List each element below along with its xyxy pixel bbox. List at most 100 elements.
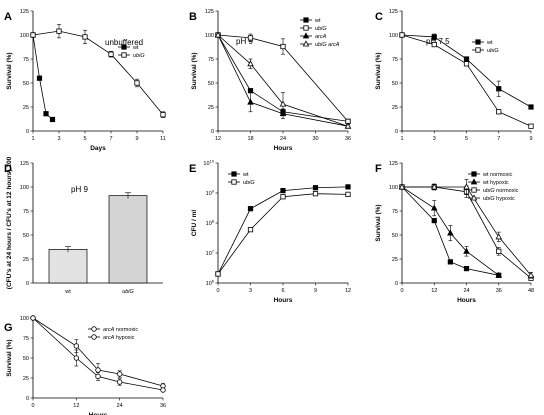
y-axis-title: Survival (%) bbox=[375, 204, 382, 241]
data-point bbox=[527, 271, 535, 278]
y-tick-label: 125 bbox=[389, 161, 398, 167]
legend-label: wt bbox=[486, 40, 493, 46]
legend-marker bbox=[91, 334, 97, 340]
y-tick-label: 0 bbox=[26, 281, 29, 287]
y-tick-label: 25 bbox=[208, 105, 214, 111]
data-point bbox=[49, 116, 56, 123]
panel-g: G 0 25 50 75 100 0 12 24 36 Hours Survival (%) arcA … bbox=[4, 315, 166, 415]
data-point bbox=[344, 122, 352, 129]
series-line bbox=[217, 34, 349, 127]
legend-marker bbox=[303, 25, 309, 31]
y-tick-label: 50 bbox=[392, 81, 398, 87]
data-point bbox=[108, 51, 114, 57]
bar-wt bbox=[48, 249, 88, 284]
y-tick-label: 100 bbox=[20, 185, 29, 191]
legend-label: wt hypoxic bbox=[482, 180, 509, 186]
legend-marker bbox=[475, 47, 481, 53]
panel-annotation: unbuffered bbox=[105, 38, 143, 47]
panel-label: G bbox=[4, 322, 13, 334]
series-wt bbox=[399, 32, 534, 110]
data-point bbox=[247, 227, 254, 233]
data-point bbox=[280, 188, 286, 194]
x-tick-label: 9 bbox=[314, 288, 317, 294]
y-axis-title: (CFU's at 24 hours / CFU's at 12 hours) … bbox=[6, 156, 13, 289]
data-point bbox=[214, 31, 222, 38]
data-point bbox=[431, 34, 437, 40]
data-point bbox=[247, 98, 254, 105]
x-tick-label: 12 bbox=[73, 403, 79, 409]
panel-f: F 0 25 50 75 100 125 0 12 24 36 48 Hours Survival (%)… bbox=[375, 161, 535, 304]
y-tick-label: 100 bbox=[20, 33, 29, 39]
x-tick-label: 36 bbox=[496, 288, 502, 294]
legend-marker bbox=[121, 44, 127, 50]
legend-label: ubiG bbox=[133, 53, 145, 59]
x-tick-label: 12 bbox=[215, 136, 221, 142]
series-ubig bbox=[30, 24, 166, 118]
legend-marker bbox=[303, 17, 309, 23]
x-tick-label: 48 bbox=[528, 288, 534, 294]
data-point bbox=[160, 387, 166, 393]
legend-marker bbox=[91, 326, 97, 332]
y-tick-label: 100 bbox=[389, 185, 398, 191]
series-ubig bbox=[215, 191, 351, 277]
series-line bbox=[32, 30, 164, 115]
data-point bbox=[463, 56, 470, 62]
data-point bbox=[463, 265, 470, 272]
y-tick-label: 1010 bbox=[203, 159, 214, 168]
y-tick-label: 100 bbox=[389, 33, 398, 39]
y-tick-label: 75 bbox=[23, 336, 29, 342]
x-tick-label: 36 bbox=[345, 136, 351, 142]
x-tick-label: 36 bbox=[160, 403, 166, 409]
y-tick-label: 106 bbox=[206, 279, 215, 288]
legend-label: wt bbox=[242, 172, 249, 178]
y-tick-label: 0 bbox=[26, 129, 29, 135]
x-tick-label: 24 bbox=[280, 136, 286, 142]
data-point bbox=[116, 379, 123, 385]
legend-label: ubiG bbox=[487, 48, 499, 54]
data-point bbox=[95, 367, 101, 373]
x-tick-label: 1 bbox=[31, 136, 34, 142]
data-point bbox=[116, 371, 123, 377]
x-tick-label: 5 bbox=[83, 136, 86, 142]
data-point bbox=[399, 32, 405, 38]
data-point bbox=[496, 248, 502, 254]
legend-marker bbox=[302, 32, 310, 39]
panel-label: B bbox=[189, 11, 197, 23]
x-axis-title: Hours bbox=[274, 145, 293, 152]
data-point bbox=[528, 104, 534, 110]
legend-marker bbox=[470, 178, 478, 185]
x-tick-label: 24 bbox=[463, 288, 469, 294]
y-tick-label: 75 bbox=[208, 57, 214, 63]
y-axis-title: Survival (%) bbox=[6, 52, 13, 89]
x-tick-label: 0 bbox=[400, 288, 403, 294]
legend-label: ubiG bbox=[315, 26, 327, 32]
x-tick-label: 7 bbox=[109, 136, 112, 142]
x-tick-label: 3 bbox=[433, 136, 436, 142]
legend-marker bbox=[231, 171, 237, 177]
y-tick-label: 0 bbox=[26, 396, 29, 402]
legend-label: ubiG hypoxic bbox=[483, 196, 515, 202]
y-tick-label: 75 bbox=[23, 209, 29, 215]
data-point bbox=[430, 183, 438, 190]
legend-marker bbox=[231, 179, 237, 185]
y-tick-label: 50 bbox=[23, 233, 29, 239]
legend-marker bbox=[302, 40, 310, 47]
data-point bbox=[247, 35, 254, 41]
series-arca-hypoxic bbox=[30, 315, 166, 393]
legend-label: wt bbox=[132, 45, 139, 51]
legend-marker bbox=[471, 187, 477, 193]
y-tick-label: 25 bbox=[23, 257, 29, 263]
data-point bbox=[495, 271, 503, 278]
data-point bbox=[495, 233, 503, 240]
y-tick-label: 107 bbox=[206, 249, 215, 258]
x-axis-title: Days bbox=[90, 145, 106, 152]
y-axis-title: Survival (%) bbox=[6, 339, 13, 376]
data-point bbox=[247, 60, 254, 67]
x-tick-label: 5 bbox=[465, 136, 468, 142]
x-tick-label: 9 bbox=[135, 136, 138, 142]
data-point bbox=[247, 88, 254, 94]
data-point bbox=[30, 315, 36, 321]
panel-annotation: pH 7.5 bbox=[426, 37, 450, 46]
y-axis-title: CFU / ml bbox=[191, 210, 198, 237]
